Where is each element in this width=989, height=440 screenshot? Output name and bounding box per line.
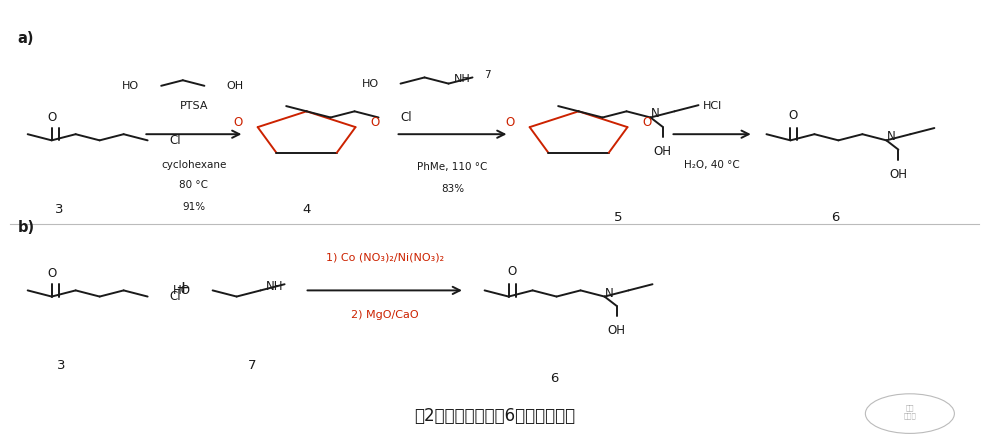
Text: HO: HO [362,79,379,88]
Text: 1) Co (NO₃)₂/Ni(NO₃)₂: 1) Co (NO₃)₂/Ni(NO₃)₂ [325,253,444,262]
Text: OH: OH [607,324,625,337]
Text: HO: HO [173,284,191,297]
Text: 7: 7 [248,359,256,372]
Text: O: O [233,116,242,129]
Text: Cl: Cl [169,134,181,147]
Text: NH: NH [453,74,470,84]
Text: 化工
信息网: 化工 信息网 [904,404,916,418]
Text: Cl: Cl [169,290,181,303]
Text: +: + [175,279,191,297]
Text: 83%: 83% [441,184,464,194]
Text: b): b) [18,220,35,235]
Text: O: O [789,109,798,122]
Text: 80 °C: 80 °C [179,180,209,190]
Text: 5: 5 [614,211,622,224]
Text: 2) MgO/CaO: 2) MgO/CaO [351,310,418,319]
Text: NH: NH [265,279,283,293]
Text: a): a) [18,31,35,46]
Text: H₂O, 40 °C: H₂O, 40 °C [684,160,740,170]
Text: OH: OH [226,81,243,91]
Text: O: O [505,116,514,129]
Text: 6: 6 [832,211,840,224]
Text: PhMe, 110 °C: PhMe, 110 °C [417,162,488,172]
Text: N: N [651,107,660,121]
Text: OH: OH [889,168,907,181]
Text: N: N [605,286,614,300]
Text: 3: 3 [57,359,65,372]
Text: OH: OH [654,145,672,158]
Text: HCl: HCl [702,101,722,110]
Text: 91%: 91% [182,202,206,212]
Text: 7: 7 [485,70,491,80]
Text: PTSA: PTSA [180,101,208,110]
Text: 3: 3 [55,202,63,216]
Text: O: O [47,267,56,280]
Text: HO: HO [123,81,139,91]
Text: O: O [371,116,380,129]
Text: 4: 4 [303,202,311,216]
Text: O: O [643,116,652,129]
Text: cyclohexane: cyclohexane [161,160,226,170]
Text: 图2：关键中间体（6）的釜式合成: 图2：关键中间体（6）的釜式合成 [414,407,575,425]
Text: N: N [887,130,896,143]
Text: O: O [507,265,516,279]
Text: Cl: Cl [401,111,412,124]
Text: O: O [47,110,56,124]
Text: 6: 6 [550,372,558,385]
